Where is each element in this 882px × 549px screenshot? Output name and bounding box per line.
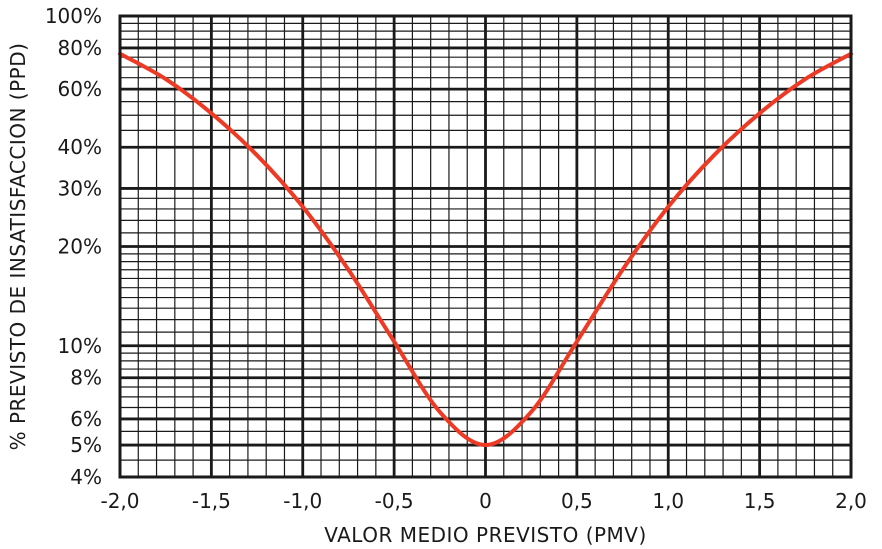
x-axis-title: VALOR MEDIO PREVISTO (PMV) <box>324 523 647 547</box>
ppd-curve-line <box>118 51 853 448</box>
y-tick-label: 60% <box>58 77 102 101</box>
y-tick-label: 5% <box>70 433 102 457</box>
y-tick-label: 100% <box>45 4 102 28</box>
x-tick-label: -0,5 <box>375 489 414 513</box>
y-tick-label: 40% <box>58 135 102 159</box>
x-tick-label: 2,0 <box>835 489 867 513</box>
y-tick-label: 10% <box>58 334 102 358</box>
x-tick-label: 0 <box>479 489 492 513</box>
x-tick-label: -2,0 <box>100 489 139 513</box>
y-tick-label: 30% <box>58 176 102 200</box>
x-tick-labels: -2,0 -1,5 -1,0 -0,5 0 0,5 1,0 1,5 2,0 <box>100 489 866 513</box>
x-tick-label: 1,0 <box>652 489 684 513</box>
x-tick-label: -1,0 <box>283 489 322 513</box>
y-tick-label: 20% <box>58 235 102 259</box>
x-tick-label: 1,5 <box>744 489 776 513</box>
x-tick-label: -1,5 <box>192 489 231 513</box>
x-tick-label: 0,5 <box>561 489 593 513</box>
y-tick-label: 80% <box>58 36 102 60</box>
y-tick-labels: 4% 5%6% 8% 10% 20% 30% 40% 60% 80% 100% <box>45 4 102 489</box>
y-tick-label: 4% <box>70 465 102 489</box>
y-tick-label: 8% <box>70 366 102 390</box>
plot-frame <box>118 14 853 479</box>
grid <box>120 16 851 477</box>
y-axis-title: % PREVISTO DE INSATISFACCION (PPD) <box>6 43 30 451</box>
y-tick-label: 6% <box>70 407 102 431</box>
